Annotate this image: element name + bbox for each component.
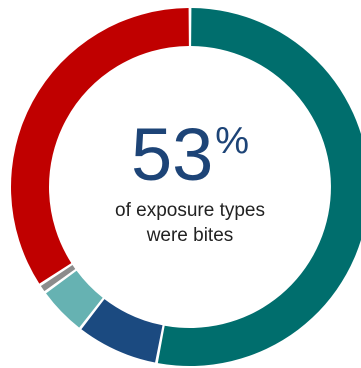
donut-slices <box>11 8 361 367</box>
headline-unit: % <box>215 120 250 162</box>
donut-slice-3 <box>46 270 103 328</box>
donut-slice-4 <box>40 264 76 292</box>
donut-slice-5 <box>11 8 189 284</box>
donut-slice-1 <box>157 8 361 367</box>
caption-line-2: were bites <box>146 225 234 246</box>
caption-line-1: of exposure types <box>115 200 265 221</box>
center-label: 53% of exposure types were bites <box>70 118 310 248</box>
headline-stat: 53% <box>70 118 310 192</box>
headline-value: 53 <box>130 113 214 196</box>
headline-caption: of exposure types were bites <box>70 198 310 248</box>
donut-slice-2 <box>81 299 163 363</box>
